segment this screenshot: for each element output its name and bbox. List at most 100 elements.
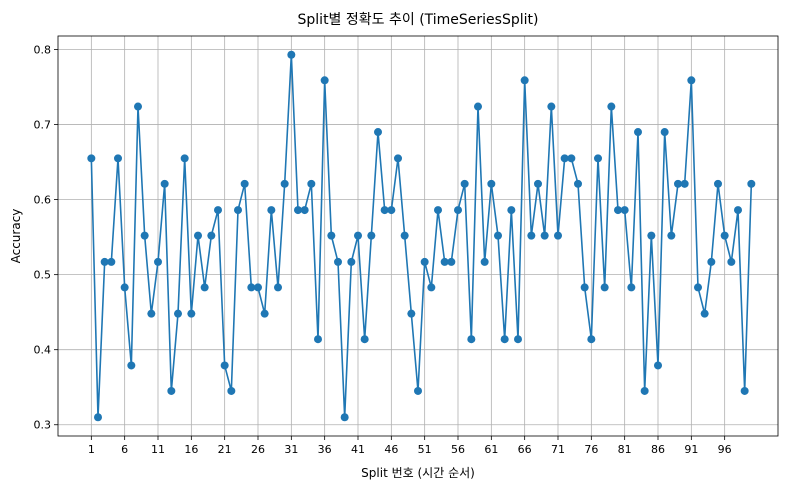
data-point	[134, 102, 142, 111]
data-point	[94, 413, 102, 422]
x-tick-label: 11	[151, 443, 165, 456]
data-point	[747, 179, 756, 188]
data-point	[254, 283, 262, 292]
x-axis: 1 6 11 16 21 26 31 36 41 46 51 56 61 66 71 76 81 86 91 96	[88, 436, 732, 456]
data-point	[87, 154, 96, 163]
data-point	[200, 283, 209, 292]
data-point	[434, 206, 442, 215]
x-tick-label: 31	[284, 443, 298, 456]
data-point	[287, 50, 296, 59]
data-point	[394, 154, 402, 163]
data-point	[147, 309, 156, 318]
data-point	[214, 206, 222, 215]
data-point	[294, 206, 302, 215]
data-point	[314, 335, 322, 344]
data-point	[520, 76, 529, 85]
data-point	[100, 257, 109, 266]
data-point	[307, 179, 316, 188]
data-point	[560, 154, 569, 163]
data-point	[167, 386, 176, 395]
data-point	[667, 231, 676, 240]
data-point	[547, 102, 556, 111]
data-point	[187, 309, 196, 318]
x-tick-label: 66	[518, 443, 532, 456]
data-point	[354, 231, 362, 240]
data-point	[634, 128, 642, 137]
data-point	[300, 206, 309, 215]
data-point	[514, 335, 522, 344]
data-point	[407, 309, 416, 318]
data-point	[580, 283, 589, 292]
x-axis-label: Split 번호 (시간 순서)	[361, 466, 475, 480]
data-point	[240, 179, 249, 188]
data-point	[347, 257, 356, 266]
data-point	[660, 128, 669, 137]
data-point	[227, 386, 236, 395]
data-point	[474, 102, 482, 111]
data-point	[374, 128, 382, 137]
data-point	[640, 386, 649, 395]
x-tick-label: 71	[551, 443, 565, 456]
y-tick-label: 0.7	[34, 119, 52, 132]
x-tick-label: 46	[384, 443, 398, 456]
y-tick-label: 0.5	[34, 269, 52, 282]
data-point	[154, 257, 162, 266]
data-point	[734, 206, 742, 215]
data-point	[174, 309, 182, 318]
data-point	[140, 231, 149, 240]
y-tick-label: 0.3	[34, 419, 52, 432]
data-point	[267, 206, 276, 215]
data-point	[627, 283, 636, 292]
data-point	[674, 179, 682, 188]
data-point	[487, 179, 496, 188]
y-tick-label: 0.4	[34, 344, 52, 357]
data-point	[600, 283, 609, 292]
x-tick-label: 91	[684, 443, 698, 456]
data-point	[340, 413, 349, 422]
x-tick-label: 76	[584, 443, 598, 456]
data-point	[414, 386, 422, 395]
data-point	[480, 257, 489, 266]
data-point	[587, 335, 596, 344]
data-point	[327, 231, 336, 240]
x-tick-label: 81	[618, 443, 632, 456]
data-point	[654, 361, 662, 370]
data-point	[687, 76, 696, 85]
data-point	[420, 257, 429, 266]
y-axis: 0.3 0.4 0.5 0.6 0.7 0.8	[34, 44, 58, 432]
data-point	[360, 335, 369, 344]
data-point	[380, 206, 389, 215]
data-point	[594, 154, 602, 163]
data-point	[500, 335, 509, 344]
data-point	[534, 179, 542, 188]
data-point	[234, 206, 242, 215]
series-layer	[87, 50, 756, 422]
data-point	[107, 257, 116, 266]
x-tick-label: 26	[251, 443, 265, 456]
x-tick-label: 6	[121, 443, 128, 456]
data-point	[740, 386, 749, 395]
data-point	[494, 231, 502, 240]
data-point	[714, 179, 722, 188]
data-point	[540, 231, 549, 240]
data-point	[467, 335, 476, 344]
data-point	[367, 231, 376, 240]
x-tick-label: 56	[451, 443, 465, 456]
data-point	[440, 257, 449, 266]
data-point	[207, 231, 216, 240]
data-point	[507, 206, 516, 215]
x-tick-label: 21	[218, 443, 232, 456]
data-point	[614, 206, 622, 215]
x-tick-label: 16	[184, 443, 198, 456]
x-tick-label: 36	[318, 443, 332, 456]
data-point	[620, 206, 629, 215]
data-point	[727, 257, 736, 266]
data-point	[447, 257, 456, 266]
data-point	[180, 154, 189, 163]
data-point	[220, 361, 229, 370]
data-point	[260, 309, 269, 318]
x-tick-label: 61	[484, 443, 498, 456]
data-point	[320, 76, 329, 85]
data-point	[527, 231, 536, 240]
